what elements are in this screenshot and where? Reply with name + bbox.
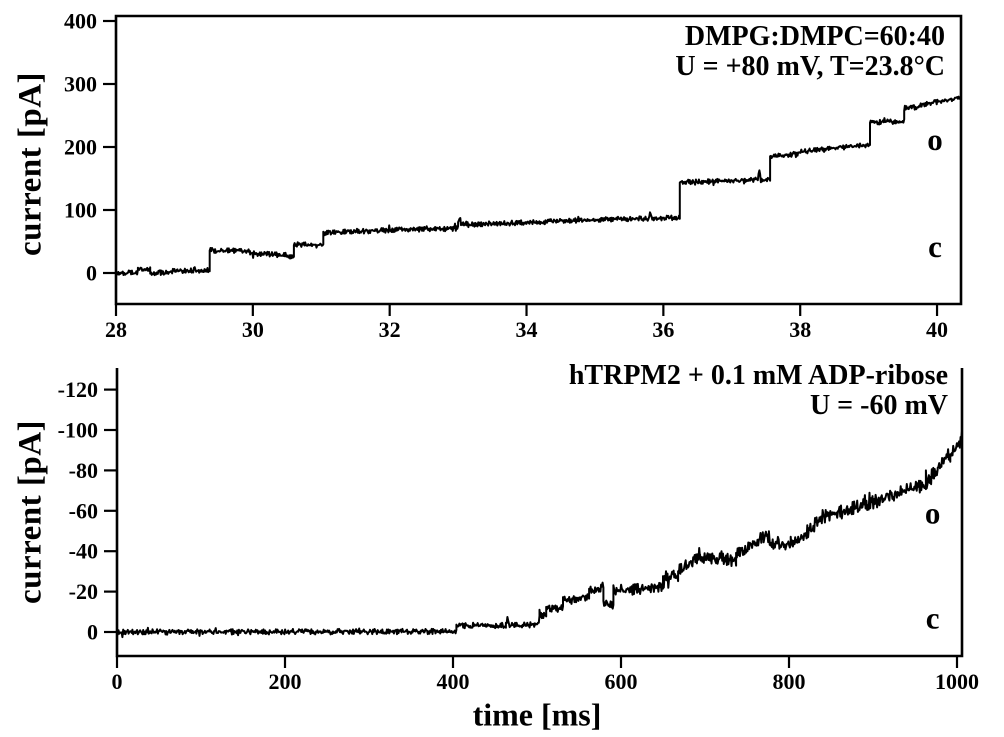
y-tick-label: -60 bbox=[69, 498, 98, 523]
axis-spines bbox=[115, 368, 964, 658]
state-label-closed: c bbox=[926, 600, 940, 635]
x-tick-label: 400 bbox=[437, 669, 470, 694]
state-label-open: o bbox=[925, 495, 941, 530]
y-axis-label-top: current [pA] bbox=[12, 71, 49, 257]
y-tick-label: 300 bbox=[64, 72, 97, 97]
y-tick-label: 400 bbox=[64, 9, 97, 34]
y-tick-label: -40 bbox=[69, 539, 98, 564]
x-tick-label: 34 bbox=[516, 317, 538, 342]
y-tick-label: 100 bbox=[64, 198, 97, 223]
x-tick-label: 40 bbox=[926, 317, 948, 342]
y-tick-label: 0 bbox=[86, 261, 97, 286]
y-tick-label: 0 bbox=[87, 620, 98, 645]
y-tick-label: -80 bbox=[69, 458, 98, 483]
x-tick-label: 600 bbox=[605, 669, 638, 694]
x-tick-label: 38 bbox=[789, 317, 811, 342]
y-tick-label: 200 bbox=[64, 135, 97, 160]
current-trace-top bbox=[115, 95, 962, 277]
annotation-line: U = -60 mV bbox=[809, 390, 948, 421]
x-tick-label: 32 bbox=[379, 317, 401, 342]
annotation-top-panel: DMPG:DMPC=60:40 U = +80 mV, T=23.8°C bbox=[675, 22, 945, 82]
x-tick-label: 1000 bbox=[935, 669, 979, 694]
state-label-open: o bbox=[927, 122, 943, 157]
current-trace-bottom bbox=[116, 430, 963, 639]
x-tick-label: 800 bbox=[773, 669, 806, 694]
y-tick-label: -20 bbox=[69, 579, 98, 604]
y-tick-label: -120 bbox=[58, 377, 98, 402]
y-axis-label-bottom: current [pA] bbox=[12, 419, 49, 605]
x-tick-label: 36 bbox=[652, 317, 674, 342]
annotation-line: hTRPM2 + 0.1 mM ADP-ribose bbox=[568, 360, 948, 391]
y-tick-label: -100 bbox=[58, 418, 98, 443]
x-tick-label: 28 bbox=[105, 317, 127, 342]
x-axis-label: time [ms] bbox=[472, 696, 602, 733]
annotation-line: U = +80 mV, T=23.8°C bbox=[675, 51, 945, 82]
annotation-line: DMPG:DMPC=60:40 bbox=[684, 21, 945, 52]
annotation-bottom-panel: hTRPM2 + 0.1 mM ADP-ribose U = -60 mV bbox=[569, 361, 948, 421]
x-tick-label: 200 bbox=[269, 669, 302, 694]
x-tick-label: 0 bbox=[112, 669, 123, 694]
x-tick-label: 30 bbox=[242, 317, 264, 342]
axis-frame bbox=[114, 14, 963, 306]
state-label-closed: c bbox=[928, 229, 942, 264]
